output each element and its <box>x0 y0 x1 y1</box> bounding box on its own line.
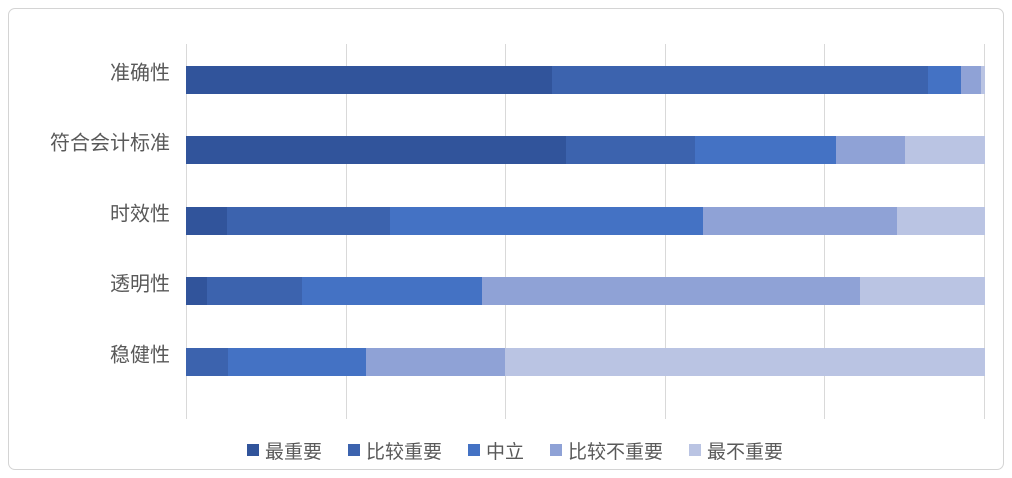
chart-legend: 最重要 比较重要 中立 比较不重要 最不重要 <box>9 433 1012 467</box>
bar-segment-最重要 <box>186 206 227 235</box>
legend-item-最不重要: 最不重要 <box>689 437 783 464</box>
bar-segment-比较重要 <box>206 277 302 306</box>
bar-segment-最重要 <box>186 277 207 306</box>
bar-segment-比较不重要 <box>835 136 906 165</box>
legend-marker-icon <box>689 444 702 456</box>
category-label: 透明性 <box>110 273 170 296</box>
bar-segment-最不重要 <box>897 206 985 235</box>
bar-segment-中立 <box>301 277 483 306</box>
chart-frame: 最重要 比较重要 中立 比较不重要 最不重要 <box>8 8 1004 470</box>
bar-segment-比较重要 <box>186 347 229 376</box>
legend-item-中立: 中立 <box>467 437 524 464</box>
legend-label: 比较重要 <box>365 441 442 463</box>
legend-item-最重要: 最重要 <box>246 437 322 464</box>
bar-segment-最不重要 <box>504 347 985 376</box>
bar-row-3 <box>186 206 985 235</box>
bar-segment-最不重要 <box>981 65 985 94</box>
bar-segment-比较不重要 <box>365 347 505 376</box>
plot-area <box>186 44 985 419</box>
category-label: 准确性 <box>110 62 170 85</box>
bar-segment-中立 <box>928 65 962 94</box>
bar-segment-比较不重要 <box>482 277 860 306</box>
bar-segment-比较不重要 <box>961 65 981 94</box>
legend-label: 中立 <box>485 441 524 463</box>
legend-marker-icon <box>467 444 480 456</box>
bar-row-1 <box>186 65 985 94</box>
bar-row-2 <box>186 136 985 165</box>
legend-marker-icon <box>347 444 360 456</box>
category-label: 符合会计标准 <box>50 132 170 155</box>
legend-label: 最不重要 <box>707 441 784 463</box>
legend-item-比较不重要: 比较不重要 <box>550 437 663 464</box>
bar-segment-最重要 <box>186 136 567 165</box>
legend-marker-icon <box>550 444 562 456</box>
bar-segment-最重要 <box>186 65 552 94</box>
bar-segment-最不重要 <box>905 136 985 165</box>
bar-segment-中立 <box>228 347 366 376</box>
category-label: 时效性 <box>110 203 170 226</box>
bar-row-4 <box>186 277 985 306</box>
bar-segment-中立 <box>389 206 703 235</box>
bar-segment-比较重要 <box>566 136 695 165</box>
bar-segment-比较重要 <box>226 206 390 235</box>
bar-segment-比较重要 <box>551 65 929 94</box>
bar-segment-中立 <box>694 136 836 165</box>
bar-segment-比较不重要 <box>702 206 898 235</box>
legend-label: 比较不重要 <box>568 441 664 463</box>
bar-row-5 <box>186 347 985 376</box>
legend-item-比较重要: 比较重要 <box>347 437 442 464</box>
bar-segment-最不重要 <box>859 277 985 306</box>
legend-marker-icon <box>246 444 259 456</box>
category-label: 稳健性 <box>110 344 170 366</box>
legend-label: 最重要 <box>264 441 322 463</box>
